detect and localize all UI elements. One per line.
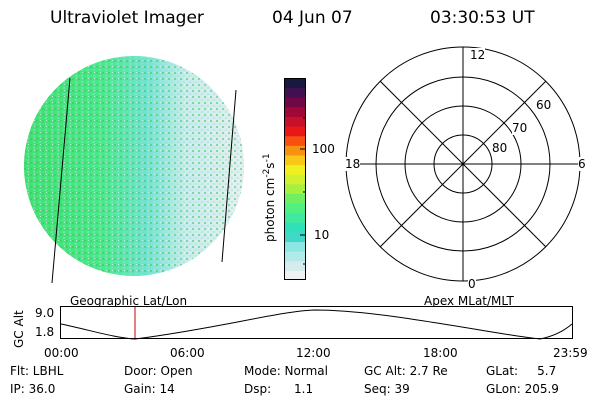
colorbar-band bbox=[284, 78, 306, 89]
gc-alt-value: GC Alt: 2.7 Re bbox=[364, 364, 448, 378]
image-time: 03:30:53 UT bbox=[430, 8, 535, 28]
colorbar-band bbox=[284, 270, 306, 280]
orbit-ytick-high: 9.0 bbox=[35, 306, 55, 320]
orbit-right-label: Apex MLat/MLT bbox=[424, 294, 514, 308]
seq-value: Seq: 39 bbox=[364, 382, 410, 396]
colorbar-band bbox=[284, 222, 306, 233]
glat-value: GLat: 5.7 bbox=[486, 364, 557, 378]
colorbar-scale bbox=[284, 78, 306, 280]
mlt-label-6: 6 bbox=[578, 157, 586, 171]
colorbar-band bbox=[284, 87, 306, 98]
uv-image-disk bbox=[24, 56, 244, 276]
colorbar-band bbox=[284, 145, 306, 156]
colorbar-band bbox=[284, 135, 306, 146]
orbit-ytick-low: 1.8 bbox=[35, 325, 55, 339]
colorbar-band bbox=[284, 183, 306, 194]
colorbar-tick-100: 100 bbox=[312, 142, 335, 156]
ip-value: IP: 36.0 bbox=[10, 382, 56, 396]
orbit-xtick-4: 23:59 bbox=[553, 346, 588, 360]
colorbar-band bbox=[284, 193, 306, 204]
altitude-curve bbox=[60, 309, 573, 340]
orbit-plot bbox=[60, 306, 573, 340]
colorbar-band bbox=[284, 251, 306, 262]
colorbar-band bbox=[284, 164, 306, 175]
gain-value: Gain: 14 bbox=[124, 382, 175, 396]
colorbar-band bbox=[284, 203, 306, 214]
colorbar-band bbox=[284, 241, 306, 252]
orbit-xtick-0: 00:00 bbox=[44, 346, 79, 360]
colorbar-band bbox=[284, 154, 306, 166]
lat-label-80: 80 bbox=[492, 141, 508, 155]
glon-value: GLon: 205.9 bbox=[486, 382, 559, 396]
dsp-value: Dsp: 1.1 bbox=[244, 382, 314, 396]
colorbar-band bbox=[284, 116, 306, 127]
colorbar-unit-label: photon cm-2s-1 bbox=[262, 153, 277, 242]
lat-label-60: 60 bbox=[536, 98, 552, 112]
mode-value: Mode: Normal bbox=[244, 364, 328, 378]
colorbar-band bbox=[284, 260, 306, 271]
polar-grid bbox=[345, 46, 581, 282]
colorbar-band bbox=[284, 126, 306, 137]
instrument-title: Ultraviolet Imager bbox=[50, 8, 204, 28]
colorbar-band bbox=[284, 97, 306, 108]
colorbar-tick-10: 10 bbox=[314, 228, 330, 242]
colorbar-band bbox=[284, 212, 306, 223]
orbit-left-label: Geographic Lat/Lon bbox=[70, 294, 188, 308]
colorbar-band bbox=[284, 174, 306, 185]
lat-label-70: 70 bbox=[512, 121, 528, 135]
colorbar-band bbox=[284, 231, 306, 243]
orbit-xtick-2: 12:00 bbox=[296, 346, 331, 360]
mlt-label-0: 0 bbox=[468, 277, 476, 291]
orbit-xtick-1: 06:00 bbox=[170, 346, 205, 360]
image-date: 04 Jun 07 bbox=[272, 8, 353, 28]
mlt-label-12: 12 bbox=[470, 48, 486, 62]
door-status: Door: Open bbox=[124, 364, 193, 378]
filter-value: Flt: LBHL bbox=[10, 364, 64, 378]
terminator-line-right bbox=[221, 89, 237, 263]
orbit-xtick-3: 18:00 bbox=[423, 346, 458, 360]
colorbar-band bbox=[284, 106, 306, 117]
orbit-y-label: GC Alt bbox=[12, 310, 26, 348]
terminator-line-left bbox=[51, 77, 71, 284]
mlt-label-18: 18 bbox=[345, 157, 361, 171]
